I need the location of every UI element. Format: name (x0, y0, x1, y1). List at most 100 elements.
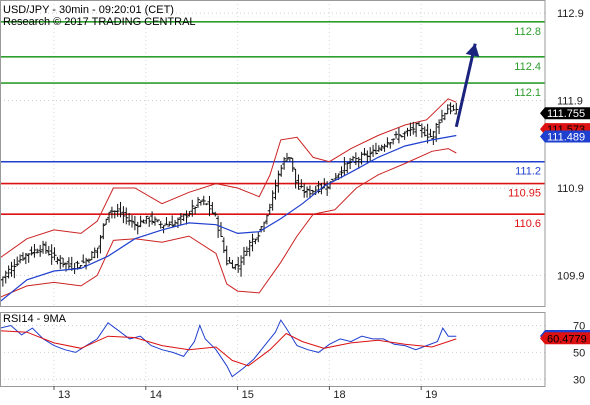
price-bar (158, 221, 163, 229)
price-bar (167, 221, 172, 227)
price-bar (439, 109, 444, 123)
price-tag: 111.489 (540, 130, 590, 143)
price-bar (451, 104, 456, 111)
price-bar (198, 200, 203, 206)
price-bar (124, 207, 129, 225)
rsi-tick-label: 30 (573, 374, 585, 386)
price-bar (388, 142, 393, 149)
price-bar (0, 276, 5, 287)
price-bar (391, 138, 396, 145)
price-bar (296, 174, 301, 190)
price-bar (121, 206, 126, 224)
price-bar (49, 244, 54, 265)
grid (0, 0, 545, 386)
price-bar (437, 119, 442, 135)
price-bar (396, 127, 401, 144)
price-bar (419, 123, 424, 138)
price-bar (382, 143, 387, 152)
price-bar (107, 211, 112, 223)
price-bar (284, 152, 289, 162)
price-bar (130, 215, 135, 228)
price-bar (282, 157, 287, 170)
price-bar (61, 257, 66, 268)
price-bar (29, 246, 34, 256)
price-bar (385, 137, 390, 148)
price-bar (184, 210, 189, 225)
level-label: 110.6 (514, 218, 541, 230)
price-bar (379, 144, 384, 152)
price-bar (193, 206, 198, 214)
price-bar (307, 185, 312, 199)
price-bar (43, 241, 48, 254)
y-tick-label: 110.9 (557, 183, 584, 195)
price-bar (373, 142, 378, 155)
y-tick-label: 111.9 (557, 96, 583, 108)
price-bar (170, 215, 175, 227)
price-tag-background (540, 130, 590, 143)
forecast-arrow (454, 43, 480, 128)
price-bar (431, 130, 436, 146)
rsi-panel-frame (0, 312, 546, 387)
rsi-title: RSI14 - 9MA (3, 313, 67, 325)
price-bar (342, 157, 347, 177)
price-bar (155, 219, 160, 223)
key-levels: 112.8 112.4 112.1 111.2 110.95 110.6 (0, 21, 545, 230)
price-bar (20, 252, 25, 261)
price-bar (152, 216, 157, 226)
price-bar (89, 251, 94, 261)
price-bar (23, 252, 28, 265)
price-bar (227, 256, 232, 264)
price-bar (218, 222, 223, 238)
price-bar (253, 238, 258, 245)
price-tag-value: 60.4779 (547, 333, 587, 345)
main-panel-frame (0, 0, 546, 307)
price-bar (356, 156, 361, 169)
price-bar (376, 145, 381, 152)
price-bar (264, 214, 269, 225)
price-tag-background (540, 332, 590, 345)
price-bar (350, 155, 355, 162)
price-bar (12, 259, 17, 279)
price-bar (239, 255, 244, 277)
rsi-series-line (0, 319, 457, 378)
price-bar (55, 256, 60, 265)
price-bar (247, 239, 252, 257)
price-bar (276, 170, 281, 193)
price-bar (178, 213, 183, 226)
price-bar (267, 203, 272, 215)
price-bar (402, 131, 407, 140)
bollinger-lower-band (0, 148, 457, 298)
price-bar (241, 246, 246, 266)
price-bar (256, 231, 261, 243)
price-bar (325, 181, 330, 196)
price-bar (26, 253, 31, 263)
price-tag-value: 111.755 (547, 108, 585, 120)
price-bar (181, 213, 186, 222)
price-bar (244, 246, 249, 256)
price-bar (353, 152, 358, 166)
price-bar (18, 254, 23, 264)
price-bar (98, 235, 103, 254)
price-bar (422, 126, 427, 137)
price-bar (224, 245, 229, 266)
price-bar (279, 164, 284, 177)
price-bar (250, 233, 255, 252)
rsi-tick-label: 70 (573, 320, 585, 332)
price-bar (454, 102, 459, 115)
price-bar (95, 247, 100, 259)
price-bar (339, 166, 344, 179)
price-bar (259, 226, 264, 233)
rsi-series-line (0, 330, 457, 367)
price-bar (101, 223, 106, 240)
price-bar (293, 168, 298, 189)
price-bar (362, 148, 367, 156)
price-bar (3, 270, 8, 284)
chart-title: USD/JPY - 30min - 09:20:01 (CET) (3, 4, 174, 16)
level-label: 112.1 (514, 87, 541, 99)
price-bar (416, 121, 421, 127)
price-bar (213, 211, 218, 217)
price-bar (270, 190, 275, 211)
chart-header: USD/JPY - 30min - 09:20:01 (CET) Researc… (3, 4, 196, 28)
